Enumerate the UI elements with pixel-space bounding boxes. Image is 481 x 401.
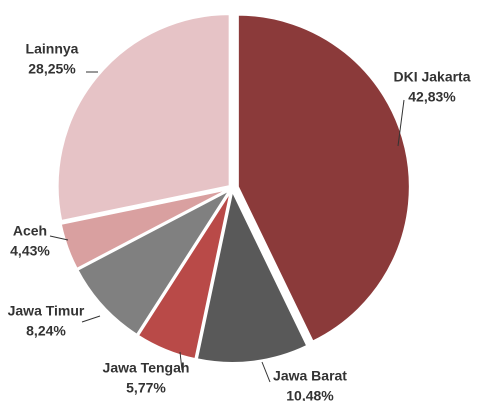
slice-label: Aceh xyxy=(13,223,47,239)
leader-line xyxy=(397,99,405,147)
pie-slice xyxy=(136,190,232,361)
pie-slice xyxy=(76,187,233,337)
pie-slice xyxy=(195,187,309,364)
slice-value-label: 8,24% xyxy=(26,323,66,339)
slice-label: Jawa Timur xyxy=(8,303,85,319)
slice-label: DKI Jakarta xyxy=(393,69,470,85)
pie-slice xyxy=(56,13,231,223)
leader-line xyxy=(49,235,69,241)
pie-slice xyxy=(59,188,230,271)
slice-value-label: 42,83% xyxy=(408,89,456,105)
pie-slice xyxy=(236,13,411,343)
slice-value-label: 5,77% xyxy=(126,380,166,396)
slice-label: Jawa Barat xyxy=(273,368,347,384)
leader-line xyxy=(179,351,183,371)
slice-value-label: 10,48% xyxy=(286,388,334,401)
leader-line xyxy=(261,361,271,383)
slice-label: Lainnya xyxy=(26,41,79,57)
slice-value-label: 4,43% xyxy=(10,243,50,259)
slice-value-label: 28,25% xyxy=(28,61,76,77)
leader-line xyxy=(81,315,101,323)
slice-label: Jawa Tengah xyxy=(103,360,190,376)
